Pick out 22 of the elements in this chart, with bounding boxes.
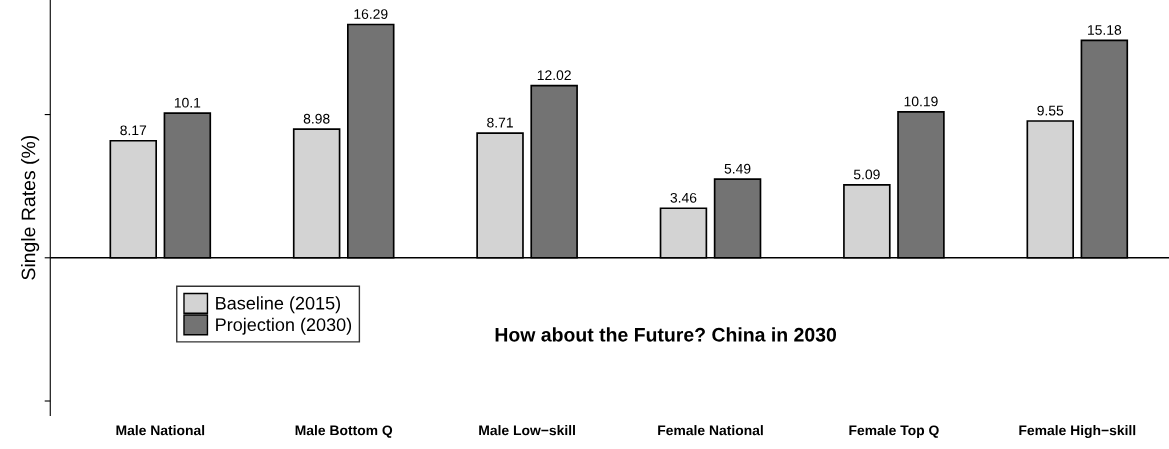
legend-label: Baseline (2015) <box>216 296 341 314</box>
x-tick-label: Female High−skill <box>1019 425 1136 439</box>
data-label: 9.55 <box>1037 105 1064 116</box>
data-label: 8.98 <box>303 113 330 124</box>
data-label: 3.46 <box>670 192 697 203</box>
x-tick-label: Male National <box>116 425 205 436</box>
data-label: 10.19 <box>904 96 938 107</box>
data-label: 5.49 <box>724 163 751 174</box>
data-label: 12.02 <box>537 70 571 81</box>
data-label: 10.1 <box>174 97 201 108</box>
data-label: 16.29 <box>354 9 388 19</box>
legend-label: Projection (2030) <box>216 317 352 335</box>
y-axis-title: Single Rates (%) <box>21 135 40 280</box>
x-tick-label: Male Bottom Q <box>295 425 393 438</box>
x-tick-label: Female Top Q <box>849 425 939 438</box>
x-tick-label: Male Low−skill <box>479 425 575 436</box>
data-label: 8.71 <box>487 117 513 128</box>
x-tick-label: Female National <box>658 425 763 436</box>
data-label: 5.09 <box>853 169 880 180</box>
data-label: 15.18 <box>1088 25 1122 35</box>
data-label: 8.17 <box>120 125 147 136</box>
text: How about the Future? China in 2030 <box>495 327 837 342</box>
